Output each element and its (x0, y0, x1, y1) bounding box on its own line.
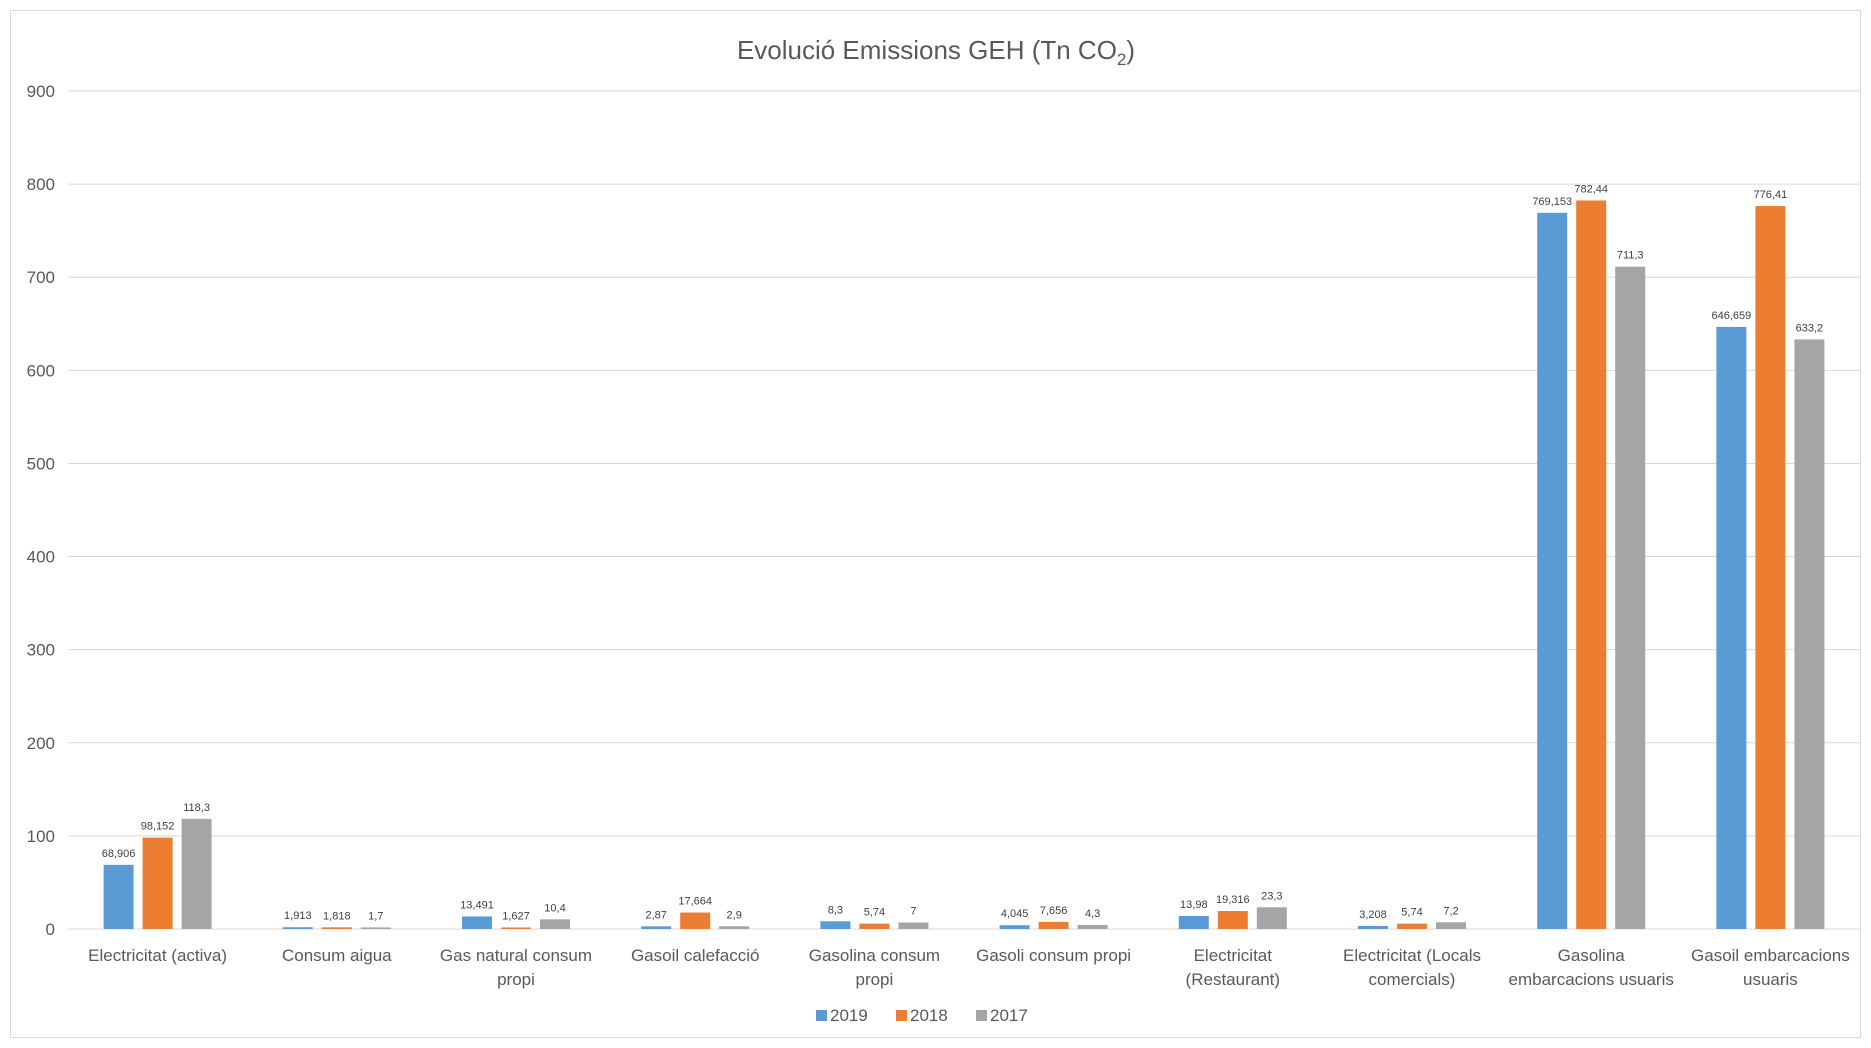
data-label: 19,316 (1216, 894, 1250, 906)
legend-swatch-2018 (896, 1010, 907, 1021)
y-tick-label: 100 (27, 827, 55, 846)
y-tick-label: 600 (27, 361, 55, 380)
x-category-label: Gasolina consum propi (809, 946, 940, 989)
x-category-label: Electricitat (Locals comercials) (1343, 946, 1481, 989)
bar-2017 (719, 926, 750, 929)
legend-label-2019: 2019 (830, 1006, 868, 1025)
data-label: 4,045 (1001, 908, 1029, 920)
data-labels: 68,906 98,152 118,3 1,913 1,818 1,7 13,491 1,62… (102, 183, 1823, 922)
bar-2018 (1755, 206, 1786, 929)
bar-2019 (641, 926, 672, 929)
x-axis: Electricitat (activa) Consum aigua Gas nat… (88, 946, 1850, 989)
x-category-label: Gasoil embarcacions usuaris (1691, 946, 1850, 989)
bar-2018 (1576, 200, 1607, 929)
legend-label-2018: 2018 (910, 1006, 948, 1025)
y-tick-label: 300 (27, 641, 55, 660)
y-tick-label: 900 (27, 82, 55, 101)
bar-2017 (898, 922, 929, 929)
data-label: 1,7 (368, 910, 383, 922)
bar-2019 (1716, 326, 1747, 929)
data-label: 7 (910, 905, 916, 917)
bar-2019 (103, 864, 134, 929)
data-label: 4,3 (1085, 908, 1100, 920)
bar-2019 (1178, 915, 1209, 929)
data-label: 3,208 (1359, 909, 1387, 921)
bar-2019 (999, 925, 1030, 929)
data-label: 23,3 (1261, 890, 1282, 902)
bar-2018 (501, 927, 531, 929)
x-category-label: Electricitat (activa) (88, 946, 227, 965)
data-label: 2,9 (727, 909, 742, 921)
bar-2018 (1397, 923, 1427, 929)
bar-2017 (1256, 907, 1287, 929)
legend-swatch-2019 (816, 1010, 827, 1021)
data-label: 1,913 (284, 910, 312, 922)
bar-2018 (1038, 921, 1069, 929)
bar-2017 (181, 818, 212, 929)
bar-2018 (1217, 911, 1248, 929)
data-label: 17,664 (678, 896, 712, 908)
gridlines (68, 90, 1860, 930)
data-label: 13,491 (460, 899, 494, 911)
bar-2017 (540, 919, 570, 929)
data-label: 1,818 (323, 910, 351, 922)
y-tick-label: 400 (27, 548, 55, 567)
legend-label-2017: 2017 (990, 1006, 1028, 1025)
data-label: 98,152 (141, 821, 175, 833)
data-label: 2,87 (645, 909, 666, 921)
chart-title-subscript: 2 (1117, 50, 1126, 69)
y-tick-label: 200 (27, 734, 55, 753)
bar-2017 (1436, 922, 1466, 929)
y-tick-label: 700 (27, 268, 55, 287)
data-label: 7,656 (1040, 905, 1068, 917)
bar-2017 (1794, 339, 1825, 930)
y-axis: 0 100 200 300 400 500 600 700 800 900 (27, 82, 55, 939)
bar-2018 (321, 927, 352, 929)
bar-2018 (142, 837, 173, 929)
chart-title-suffix: ) (1126, 35, 1135, 65)
bar-2019 (462, 916, 492, 929)
data-label: 10,4 (544, 902, 565, 914)
bar-2018 (680, 912, 711, 929)
legend: 2019 2018 2017 (816, 1006, 1028, 1025)
bar-2019 (1358, 926, 1388, 929)
data-label: 633,2 (1796, 322, 1824, 334)
x-category-label: Gasolina embarcacions usuaris (1509, 946, 1674, 989)
bar-2019 (1537, 212, 1568, 929)
bar-2019 (820, 921, 851, 929)
data-label: 7,2 (1443, 905, 1458, 917)
data-label: 711,3 (1617, 250, 1644, 262)
data-label: 5,74 (864, 907, 885, 919)
x-category-label: Gasoli consum propi (976, 946, 1131, 965)
data-label: 5,74 (1401, 907, 1422, 919)
data-label: 68,906 (102, 848, 136, 860)
data-label: 782,44 (1574, 183, 1608, 195)
data-label: 769,153 (1532, 196, 1572, 208)
legend-swatch-2017 (976, 1010, 987, 1021)
bar-chart: Evolució Emissions GEH (Tn CO2) 0 100 200 3… (27, 35, 1860, 1025)
data-label: 118,3 (183, 802, 210, 814)
chart-frame: Evolució Emissions GEH (Tn CO2) 0 100 200 3… (10, 10, 1861, 1038)
x-category-label: Gasoil calefacció (631, 946, 760, 965)
bar-2019 (282, 927, 313, 929)
chart-title: Evolució Emissions GEH (Tn CO2) (737, 35, 1135, 69)
x-category-label: Gas natural consum propi (440, 946, 592, 989)
bar-2017 (1615, 266, 1646, 929)
bar-2017 (1077, 924, 1108, 929)
y-tick-label: 800 (27, 175, 55, 194)
data-label: 8,3 (828, 904, 843, 916)
data-label: 646,659 (1712, 310, 1752, 322)
bar-2017 (360, 927, 391, 929)
x-category-label: Electricitat (Restaurant) (1186, 946, 1280, 989)
x-category-label: Consum aigua (282, 946, 392, 965)
y-tick-label: 500 (27, 454, 55, 473)
bar-2018 (859, 923, 890, 929)
data-label: 13,98 (1180, 899, 1208, 911)
data-label: 776,41 (1754, 189, 1788, 201)
bars (103, 200, 1825, 930)
y-tick-label: 0 (46, 920, 55, 939)
data-label: 1,627 (502, 910, 530, 922)
